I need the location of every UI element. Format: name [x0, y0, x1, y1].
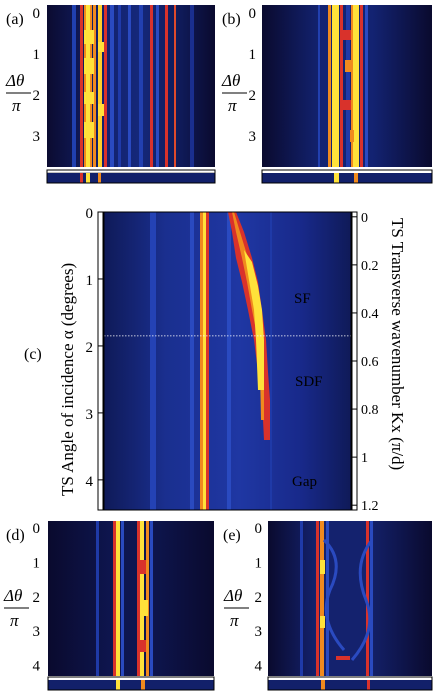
- left-tick-label: 3: [86, 407, 94, 423]
- ylabel-d-den: π: [10, 611, 19, 630]
- bands-e: [300, 521, 374, 676]
- ylabel-e-num: Δθ: [223, 586, 242, 605]
- right-axis-label-c: TS Transverse wavenumber Kx (π/d): [388, 218, 407, 470]
- y-axis-a: 0 1 2 3: [33, 6, 41, 145]
- strip-plot-b: [262, 173, 432, 183]
- tick-label: 2: [255, 590, 263, 606]
- heatmap-e: [268, 521, 432, 676]
- tick-label: 0: [33, 521, 41, 537]
- strip-plot-d: [48, 680, 214, 690]
- tick-label: 2: [33, 590, 41, 606]
- panel-label-b: (b): [222, 11, 241, 28]
- ylabel-a: Δθ π: [5, 71, 31, 115]
- tick-label: 2: [249, 88, 257, 104]
- tick-label: 4: [255, 659, 263, 675]
- left-tick-label: 1: [86, 273, 94, 289]
- ylabel-e: Δθ π: [223, 586, 249, 630]
- tick-label: 2: [33, 88, 41, 104]
- tick-label: 3: [33, 129, 41, 145]
- left-tick-label: 2: [86, 340, 94, 356]
- tick-label: 0: [33, 6, 41, 22]
- tick-label: 0: [255, 521, 263, 537]
- ylabel-a-den: π: [12, 96, 21, 115]
- y-axis-b: 0 1 2 3: [249, 6, 257, 145]
- ylabel-b-num: Δθ: [221, 71, 240, 90]
- strip-plot-a: [47, 173, 215, 183]
- ylabel-d: Δθ π: [3, 586, 29, 630]
- ylabel-b: Δθ π: [221, 71, 247, 115]
- region-label-gap: Gap: [292, 474, 317, 490]
- panel-b: (b) 0 1 2 3 Δθ π: [221, 5, 433, 184]
- right-tick-label: 1: [361, 451, 368, 466]
- region-label-sdf: SDF: [295, 374, 323, 390]
- tick-label: 3: [33, 624, 41, 640]
- y-axis-e: 0 1 2 3 4: [255, 521, 263, 675]
- tick-label: 3: [249, 129, 257, 145]
- right-tick-label: 0.6: [361, 355, 379, 370]
- bands-b: [318, 5, 368, 167]
- right-tick-label: 0.2: [361, 259, 379, 274]
- panel-e: (e) 0 1 2 3 4 Δθ π: [223, 521, 433, 691]
- y-axis-d: 0 1 2 3 4: [33, 521, 41, 675]
- panel-label-d: (d): [6, 527, 25, 544]
- right-tick-label: 0.4: [361, 307, 379, 322]
- bands-c: [150, 212, 272, 510]
- tick-label: 1: [33, 47, 41, 63]
- tick-label: 3: [255, 624, 263, 640]
- strip-plot-e: [268, 680, 432, 690]
- tick-label: 1: [255, 555, 263, 571]
- panel-c: (c) SF SDF Gap 0 1 2 3 4 0 0.2 0.4 0.6 0.8 1 1.2 T…: [24, 206, 407, 514]
- panel-label-c: (c): [24, 346, 42, 363]
- tick-label: 1: [33, 555, 41, 571]
- bands-a: [72, 5, 194, 167]
- ylabel-d-num: Δθ: [3, 586, 22, 605]
- panel-label-a: (a): [6, 11, 24, 28]
- region-label-sf: SF: [294, 291, 311, 307]
- panel-d: (d) 0 1 2 3 4 Δθ π: [3, 521, 215, 691]
- bands-d: [96, 521, 153, 676]
- left-axis-c: 0 1 2 3 4: [86, 206, 103, 490]
- panel-a: (a): [5, 5, 216, 184]
- heatmap-d: [48, 521, 214, 676]
- right-axis-c: 0 0.2 0.4 0.6 0.8 1 1.2: [352, 211, 379, 514]
- right-tick-label: 0.8: [361, 403, 379, 418]
- panel-label-e: (e): [223, 527, 241, 544]
- right-tick-label: 1.2: [361, 499, 379, 514]
- ylabel-b-den: π: [228, 96, 237, 115]
- left-axis-label-c: TS Angle of incidence α (degrees): [58, 263, 77, 496]
- left-axis-bar-c: [97, 211, 104, 511]
- tick-label: 0: [249, 6, 257, 22]
- left-tick-label: 0: [86, 206, 94, 222]
- tick-label: 1: [249, 47, 257, 63]
- ylabel-e-den: π: [230, 611, 239, 630]
- tick-label: 4: [33, 659, 41, 675]
- left-tick-label: 4: [86, 474, 94, 490]
- right-tick-label: 0: [361, 211, 368, 226]
- ylabel-a-num: Δθ: [5, 71, 24, 90]
